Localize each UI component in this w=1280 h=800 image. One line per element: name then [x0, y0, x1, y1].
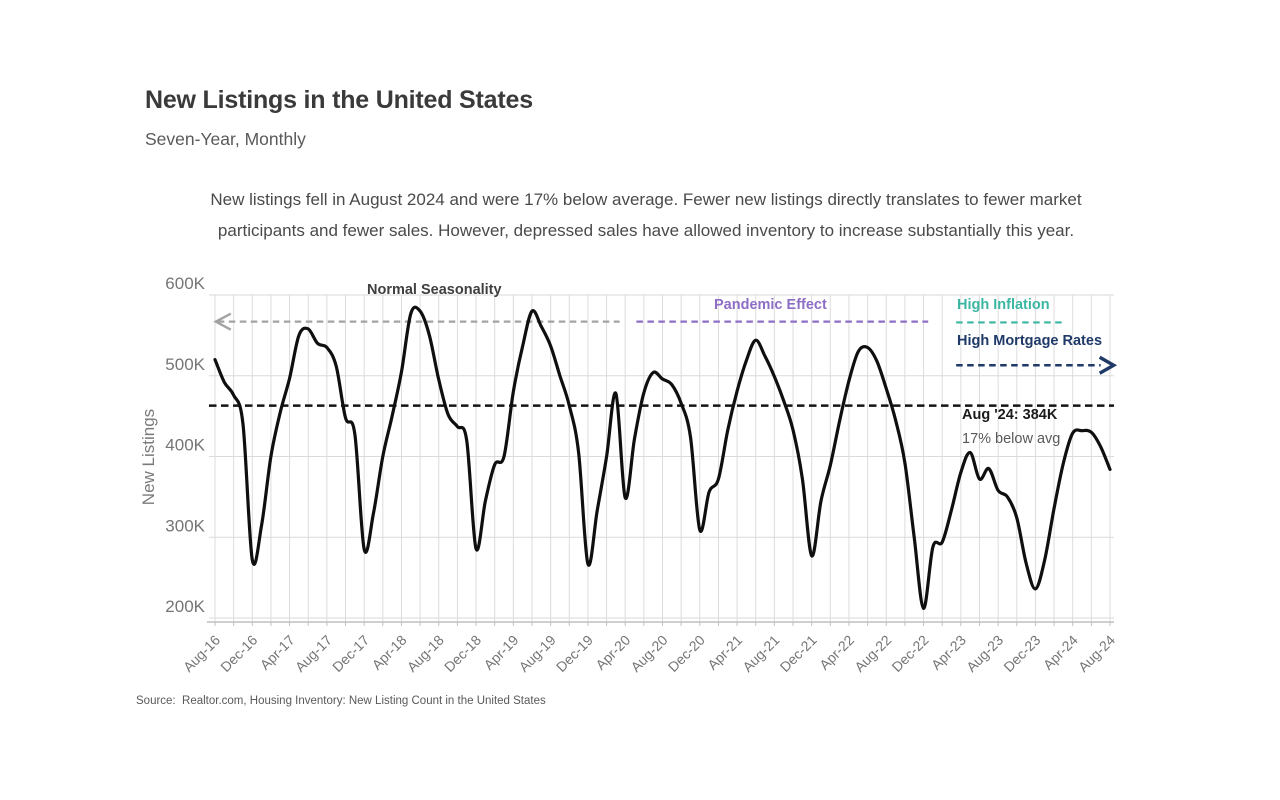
y-tick-label: 600K — [165, 274, 205, 293]
chart-description: New listings fell in August 2024 and wer… — [196, 184, 1096, 246]
x-tick-label: Aug-20 — [627, 632, 670, 675]
right-arrowhead-icon — [1098, 355, 1118, 375]
x-tick-label: Dec-18 — [441, 632, 484, 675]
x-tick-label: Dec-16 — [217, 632, 260, 675]
x-tick-label: Dec-17 — [329, 632, 372, 675]
y-axis-title: New Listings — [139, 408, 158, 506]
annotation-pandemic-effect: Pandemic Effect — [714, 297, 827, 313]
x-tick-label: Aug-22 — [851, 632, 894, 675]
x-tick-label: Apr-22 — [816, 632, 857, 673]
x-tick-label: Apr-17 — [257, 632, 298, 673]
annotation-high-inflation: High Inflation — [957, 297, 1050, 313]
x-tick-label: Aug-24 — [1075, 632, 1118, 675]
y-tick-label: 200K — [165, 597, 205, 616]
x-tick-label: Apr-23 — [928, 632, 969, 673]
x-tick-label: Apr-24 — [1040, 632, 1081, 673]
left-arrowhead-icon — [213, 312, 232, 331]
x-tick-label: Aug-16 — [180, 632, 223, 675]
x-tick-label: Dec-23 — [1000, 632, 1043, 675]
x-tick-label: Apr-20 — [592, 632, 633, 673]
x-tick-label: Dec-19 — [553, 632, 596, 675]
annotation-below-avg: 17% below avg — [962, 431, 1061, 447]
x-tick-label: Dec-22 — [888, 632, 931, 675]
x-tick-label: Dec-20 — [665, 632, 708, 675]
page-subtitle: Seven-Year, Monthly — [145, 129, 306, 149]
annotation-aug24-value: Aug '24: 384K — [962, 407, 1058, 423]
x-tick-label: Dec-21 — [777, 632, 820, 675]
x-tick-label: Apr-21 — [704, 632, 745, 673]
x-tick-label: Aug-23 — [963, 632, 1006, 675]
y-tick-label: 500K — [165, 355, 205, 374]
chart-description-line-1: New listings fell in August 2024 and wer… — [210, 190, 1082, 209]
annotation-high-mortgage-rates: High Mortgage Rates — [957, 333, 1103, 349]
series-line — [213, 305, 1112, 610]
x-tick-label: Aug-18 — [404, 632, 447, 675]
x-tick-label: Aug-17 — [292, 632, 335, 675]
y-tick-label: 400K — [165, 436, 205, 455]
source-note: Source: Realtor.com, Housing Inventory: … — [136, 695, 546, 707]
annotation-normal-seasonality: Normal Seasonality — [367, 282, 502, 298]
x-tick-label: Apr-18 — [369, 632, 410, 673]
x-tick-label: Aug-19 — [516, 632, 559, 675]
chart-description-line-2: participants and fewer sales. However, d… — [217, 221, 1075, 240]
y-tick-label: 300K — [165, 516, 205, 535]
x-tick-label: Aug-21 — [739, 632, 782, 675]
page-title: New Listings in the United States — [145, 86, 533, 114]
x-tick-label: Apr-19 — [480, 632, 521, 673]
